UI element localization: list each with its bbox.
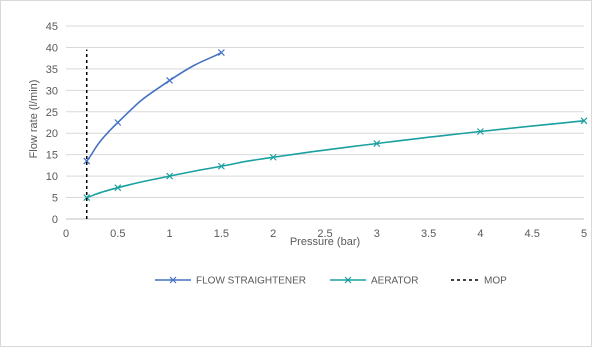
x-tick-label: 3.5: [421, 228, 436, 240]
y-tick-label: 0: [52, 214, 58, 226]
x-axis-label: Pressure (bar): [290, 236, 360, 248]
y-tick-label: 15: [46, 150, 58, 162]
legend-item-flow-straightener: FLOW STRAIGHTENER: [155, 276, 306, 287]
aerator-point: [476, 128, 484, 135]
x-tick-label: 1: [167, 228, 173, 240]
y-tick-label: 20: [46, 128, 58, 140]
x-tick-label: 4: [477, 228, 483, 240]
aerator-point: [580, 117, 588, 125]
legend-label: AERATOR: [371, 276, 418, 287]
x-tick-label: 0.5: [110, 228, 125, 240]
y-tick-label: 45: [46, 21, 58, 33]
aerator-point: [217, 162, 225, 170]
aerator-point: [166, 172, 174, 180]
gridlines: [66, 25, 584, 199]
x-tick-label: 3: [374, 228, 380, 240]
legend-label: MOP: [484, 276, 507, 287]
y-axis-label: Flow rate (l/min): [28, 80, 40, 159]
legend-item-aerator: AERATOR: [330, 276, 418, 287]
y-tick-label: 25: [46, 107, 58, 119]
legend-marker: [344, 276, 352, 284]
legend: FLOW STRAIGHTENER AERATOR MOP: [155, 276, 507, 287]
legend-marker: [169, 276, 177, 284]
aerator-point: [114, 184, 122, 192]
flow-straightener-point: [217, 49, 225, 57]
legend-item-mop: MOP: [451, 276, 507, 287]
flow-straightener-point: [114, 119, 122, 126]
aerator-line: [86, 119, 585, 199]
x-tick-label: 2.5: [317, 228, 332, 240]
plot-area: [83, 49, 588, 219]
flow-straightener-point: [166, 77, 174, 84]
y-tick-label: 5: [52, 193, 58, 205]
x-tick-label: 4.5: [525, 228, 540, 240]
y-tick-label: 30: [46, 85, 58, 97]
aerator-point: [83, 194, 91, 201]
x-tick-label: 2: [270, 228, 276, 240]
flow-straightener-point: [83, 157, 91, 165]
aerator-point: [269, 153, 277, 161]
y-tick-label: 10: [46, 171, 58, 183]
x-tick-label: 0: [63, 228, 69, 240]
flow-straightener-line: [86, 51, 222, 162]
y-tick-label: 35: [46, 64, 58, 76]
legend-label: FLOW STRAIGHTENER: [196, 276, 306, 287]
y-tick-label: 40: [46, 42, 58, 54]
x-tick-label: 5: [581, 228, 587, 240]
x-tick-label: 1.5: [214, 228, 229, 240]
aerator-point: [373, 140, 381, 147]
axes: 0 5 10 15 20 25 30 35 40 45 0 0.5 1 1.5 2 2.5 3 3.5 4 4.5 5: [46, 21, 587, 240]
